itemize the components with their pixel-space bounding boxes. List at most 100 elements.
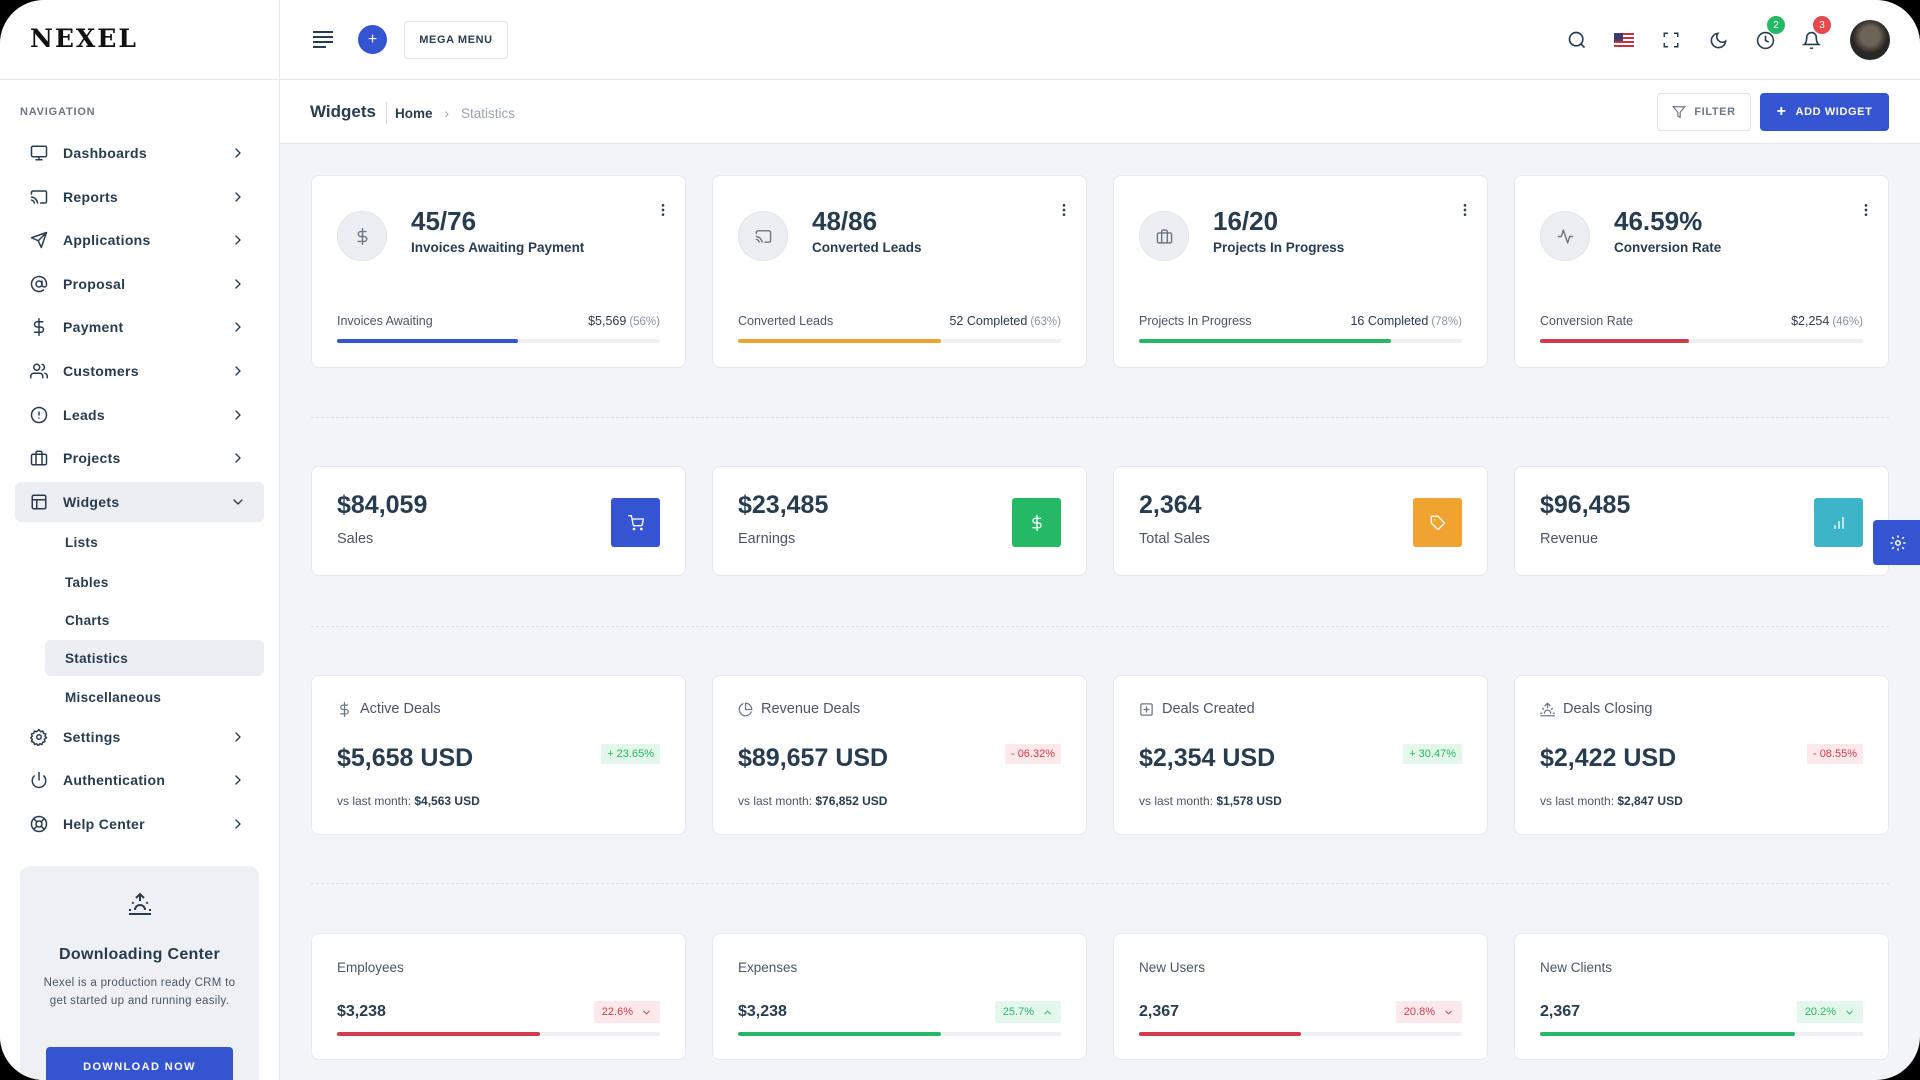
sidebar-subitem-lists[interactable]: Lists — [65, 534, 99, 550]
sidebar-item-label: Settings — [63, 729, 121, 745]
progress-fill — [1139, 1032, 1301, 1036]
sidebar-item-label: Reports — [63, 189, 118, 205]
sidebar-item-help-center[interactable]: Help Center — [15, 804, 264, 844]
filter-label: FILTER — [1694, 106, 1736, 118]
stat-widget-card: $23,485 Earnings — [712, 466, 1087, 576]
logo[interactable]: NEXEL — [30, 24, 138, 53]
sidebar-item-customers[interactable]: Customers — [15, 351, 264, 391]
chevron-down-icon — [1846, 1010, 1853, 1014]
page-header: Widgets Home › Statistics FILTER + ADD W… — [280, 80, 1920, 144]
sidebar-item-reports[interactable]: Reports — [15, 177, 264, 217]
notifications-icon[interactable]: 3 — [1799, 16, 1831, 52]
progress-value: $5,569 (56%) — [588, 314, 660, 328]
timesheet-icon[interactable]: 2 — [1753, 16, 1785, 52]
sidebar-subitem-tables[interactable]: Tables — [65, 574, 109, 590]
deal-title: Deals Closing — [1540, 701, 1652, 717]
pie-chart-icon — [738, 702, 753, 716]
trend-title: New Clients — [1540, 960, 1613, 975]
progress-bar — [1540, 339, 1863, 343]
chevron-right-icon — [235, 732, 241, 742]
filter-button[interactable]: FILTER — [1657, 93, 1751, 131]
plus-icon: + — [367, 30, 378, 48]
chevron-down-icon — [643, 1010, 650, 1014]
deal-widget-card: Deals Created $2,354 USD + 30.47% vs las… — [1113, 675, 1488, 835]
cart-icon — [627, 514, 644, 530]
stat-icon-box — [611, 498, 660, 547]
widget-icon-wrap — [337, 211, 387, 261]
sidebar-item-dashboards[interactable]: Dashboards — [15, 133, 264, 173]
chevron-right-icon — [235, 235, 241, 245]
vs-last-month: vs last month: $2,847 USD — [1540, 794, 1683, 808]
download-now-button[interactable]: DOWNLOAD NOW — [46, 1047, 233, 1080]
deal-title-text: Active Deals — [360, 701, 441, 717]
stat-label: Revenue — [1540, 531, 1599, 547]
sidebar-item-projects[interactable]: Projects — [15, 438, 264, 478]
trend-title: Expenses — [738, 960, 798, 975]
sidebar-subitem-charts[interactable]: Charts — [65, 612, 110, 628]
deal-value: $2,422 USD — [1540, 744, 1677, 772]
sidebar-subitem-statistics[interactable]: Statistics — [45, 640, 264, 676]
more-options-button[interactable] — [1858, 202, 1868, 220]
stat-label: Sales — [337, 531, 374, 547]
sunrise-icon — [129, 892, 151, 915]
progress-value: 16 Completed (78%) — [1350, 314, 1462, 328]
sidebar-item-leads[interactable]: Leads — [15, 395, 264, 435]
trend-change: 20.2% — [1804, 1006, 1836, 1018]
stat-icon-box — [1814, 498, 1863, 547]
stat-value: $84,059 — [337, 491, 428, 519]
stat-value: $96,485 — [1540, 491, 1631, 519]
sidebar-item-label: Projects — [63, 450, 121, 466]
trend-value: $3,238 — [738, 1003, 787, 1020]
trend-widget-card: Employees $3,238 22.6% — [311, 933, 686, 1060]
vs-value: $76,852 USD — [815, 794, 888, 808]
progress-fill — [1540, 1032, 1796, 1036]
sidebar-item-settings[interactable]: Settings — [15, 717, 264, 757]
notifications-badge: 3 — [1813, 16, 1831, 34]
sidebar-item-payment[interactable]: Payment — [15, 307, 264, 347]
vs-last-month: vs last month: $76,852 USD — [738, 794, 887, 808]
sidebar-item-widgets[interactable]: Widgets — [15, 482, 264, 522]
theme-customizer-button[interactable] — [1873, 520, 1920, 565]
filter-icon — [1672, 106, 1687, 119]
stat-icon-box — [1413, 498, 1462, 547]
divider — [311, 883, 1889, 884]
activity-icon — [1557, 228, 1573, 244]
us-flag-icon[interactable] — [1612, 28, 1636, 52]
sidebar-subitem-miscellaneous[interactable]: Miscellaneous — [65, 689, 162, 705]
dark-mode-icon[interactable] — [1706, 28, 1730, 52]
progress-bar — [337, 339, 660, 343]
mega-menu-button[interactable]: MEGA MENU — [404, 21, 508, 59]
progress-percent: (46%) — [1832, 316, 1863, 328]
sidebar-item-applications[interactable]: Applications — [15, 220, 264, 260]
plus-icon: + — [1776, 103, 1787, 120]
more-options-button[interactable] — [655, 202, 665, 220]
trend-widgets-row: Employees $3,238 22.6% Expenses $3,238 2… — [311, 933, 1889, 1060]
more-options-button[interactable] — [1056, 202, 1066, 220]
sidebar-item-authentication[interactable]: Authentication — [15, 760, 264, 800]
menu-toggle-icon[interactable] — [312, 30, 334, 48]
widget-label: Conversion Rate — [1614, 240, 1722, 255]
widget-icon-wrap — [1540, 211, 1590, 261]
sidebar-item-proposal[interactable]: Proposal — [15, 264, 264, 304]
progress-fill — [337, 1032, 541, 1036]
chevron-right-icon — [235, 366, 241, 376]
more-vertical-icon — [661, 204, 665, 216]
quick-add-button[interactable]: + — [358, 25, 387, 54]
stat-label: Total Sales — [1139, 531, 1210, 547]
progress-bar — [1540, 1032, 1863, 1036]
more-options-button[interactable] — [1457, 202, 1467, 220]
users-icon — [30, 363, 48, 379]
user-avatar[interactable] — [1850, 20, 1890, 60]
progress-percent: (63%) — [1030, 316, 1061, 328]
search-icon[interactable] — [1565, 28, 1589, 52]
fullscreen-icon[interactable] — [1659, 28, 1683, 52]
chevron-right-icon — [235, 775, 241, 785]
deal-widget-card: Revenue Deals $89,657 USD - 06.32% vs la… — [712, 675, 1087, 835]
deal-widget-card: Deals Closing $2,422 USD - 08.55% vs las… — [1514, 675, 1889, 835]
at-sign-icon — [30, 275, 48, 293]
progress-fill — [337, 339, 518, 343]
breadcrumb-home[interactable]: Home — [395, 105, 433, 121]
alert-circle-icon — [30, 406, 48, 424]
add-widget-button[interactable]: + ADD WIDGET — [1760, 93, 1889, 131]
chevron-right-icon — [235, 410, 241, 420]
